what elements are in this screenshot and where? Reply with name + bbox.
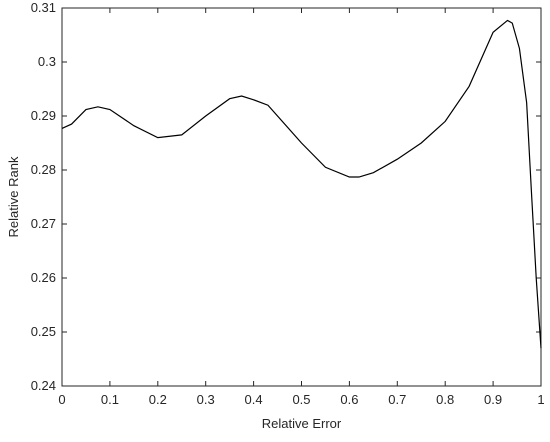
x-tick-label: 0.2 [149, 392, 167, 407]
data-line [61, 19, 542, 349]
y-tick-label: 0.24 [31, 378, 56, 393]
plot-box [61, 7, 542, 387]
y-tick-label: 0.27 [31, 216, 56, 231]
x-axis-label: Relative Error [262, 416, 342, 431]
x-tick-label: 0.8 [436, 392, 454, 407]
y-tick-label: 0.29 [31, 108, 56, 123]
x-tick-label: 0.5 [292, 392, 310, 407]
y-tick-label: 0.26 [31, 270, 56, 285]
x-tick-label: 0.7 [388, 392, 406, 407]
x-tick-label: 0.9 [484, 392, 502, 407]
y-tick-label: 0.31 [31, 0, 56, 15]
x-tick-label: 0.1 [101, 392, 119, 407]
x-tick-label: 0.4 [245, 392, 263, 407]
y-tick-label: 0.28 [31, 162, 56, 177]
y-axis-label: Relative Rank [6, 156, 21, 237]
x-tick-label: 1 [537, 392, 544, 407]
x-tick-label: 0.6 [340, 392, 358, 407]
x-tick-label: 0 [58, 392, 65, 407]
x-tick-label: 0.3 [197, 392, 215, 407]
y-tick-label: 0.25 [31, 324, 56, 339]
y-tick-label: 0.3 [38, 54, 56, 69]
